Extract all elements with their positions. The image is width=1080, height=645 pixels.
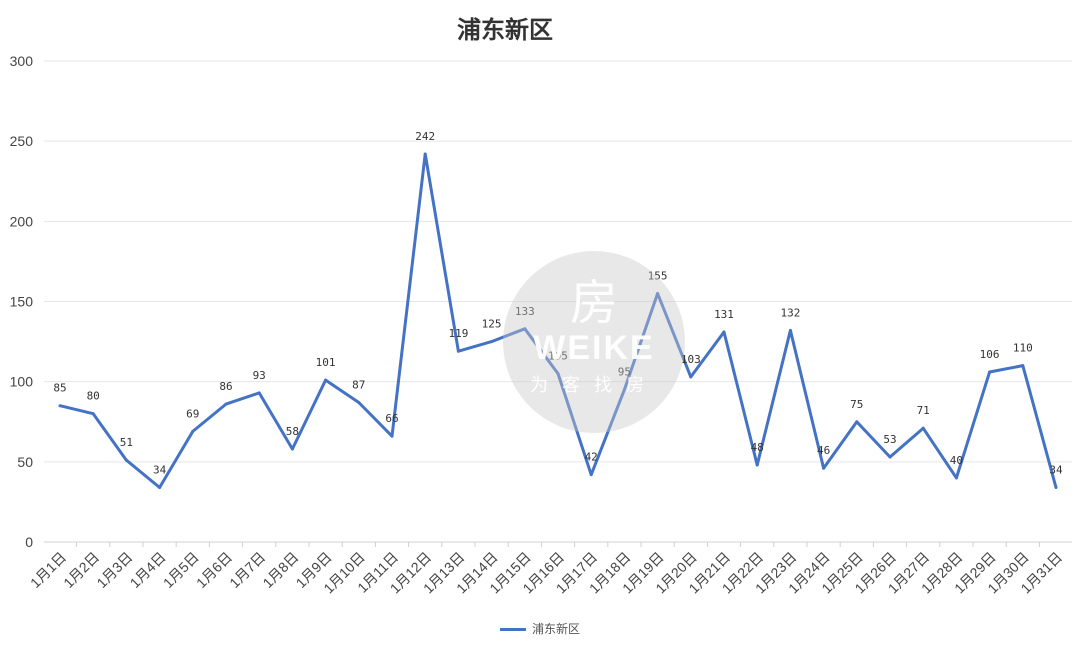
data-point [423,152,427,156]
data-point [589,473,593,477]
x-tick-label: 1月6日 [193,549,235,591]
data-point [988,370,992,374]
data-point [290,447,294,451]
data-point [921,426,925,430]
data-point [855,420,859,424]
data-label: 53 [883,433,896,446]
data-label: 93 [253,369,266,382]
data-label: 85 [53,382,66,395]
series-layer [58,152,1058,489]
data-label: 87 [352,379,365,392]
data-point [124,458,128,462]
x-axis: 1月1日1月2日1月3日1月4日1月5日1月6日1月7日1月8日1月9日1月10… [27,542,1065,596]
data-point [58,404,62,408]
data-label: 46 [817,444,830,457]
y-tick-label: 100 [10,374,34,390]
y-tick-label: 0 [25,534,33,550]
data-point [158,485,162,489]
legend: 浦东新区 [0,620,1080,637]
legend-swatch [499,628,526,631]
data-point [722,330,726,334]
data-point [788,328,792,332]
data-point [357,401,361,405]
data-label: 66 [385,412,398,425]
watermark-house-icon: 房 [569,275,618,331]
data-point [390,434,394,438]
data-point [224,402,228,406]
data-label: 155 [648,269,668,282]
gridlines [44,60,1072,543]
data-label: 131 [714,308,734,321]
data-point [954,476,958,480]
data-label: 34 [1049,463,1063,476]
data-point [191,429,195,433]
data-label: 80 [87,390,100,403]
data-point [1021,364,1025,368]
data-label: 242 [415,130,435,143]
data-point [689,375,693,379]
x-tick-label: 1月5日 [160,549,202,591]
y-tick-label: 200 [10,213,34,229]
chart-title: 浦东新区 [457,15,553,44]
data-point [556,372,560,376]
data-label: 106 [980,348,1000,361]
watermark-logo: 房 WEIKE 为客找房 [503,251,685,433]
data-point [1054,485,1058,489]
data-label: 101 [316,356,336,369]
data-point [622,388,626,392]
y-tick-label: 150 [10,294,34,310]
data-point [490,340,494,344]
data-label: 132 [780,306,800,319]
x-tick-label: 1月2日 [60,549,102,591]
data-label: 75 [850,398,863,411]
data-label: 42 [585,451,598,464]
data-label: 40 [950,454,963,467]
watermark-text: WEIKE [533,329,655,367]
data-label: 119 [448,327,468,340]
x-tick-label: 1月8日 [259,549,301,591]
data-label: 48 [751,441,764,454]
data-point [888,455,892,459]
data-point [523,327,527,331]
data-labels: 85 80 51 34 69 86 93 58 101 87 66 242 119 125 133 105 42… [53,130,1063,476]
data-point [91,412,95,416]
data-label: 125 [482,318,502,331]
data-point [656,291,660,295]
watermark-subtitle: 为客找房 [530,375,658,396]
data-point [257,391,261,395]
data-point [822,466,826,470]
y-tick-label: 50 [17,454,33,470]
data-label: 103 [681,353,701,366]
data-label: 51 [120,436,133,449]
data-label: 34 [153,463,167,476]
x-tick-label: 1月4日 [127,549,169,591]
x-tick-label: 1月3日 [93,549,135,591]
data-label: 133 [515,305,535,318]
data-point [324,378,328,382]
data-point [755,463,759,467]
y-axis: 0 50 100 150 200 250 300 [10,53,34,550]
y-tick-label: 300 [10,53,34,69]
legend-label: 浦东新区 [531,622,580,636]
data-point [456,349,460,353]
x-tick-label: 1月7日 [226,549,268,591]
x-tick-label: 1月1日 [27,549,69,591]
data-label: 71 [917,404,930,417]
data-label: 69 [186,407,199,420]
data-label: 110 [1013,342,1033,355]
y-tick-label: 250 [10,133,34,149]
data-label: 58 [286,425,299,438]
data-label: 105 [548,350,568,363]
data-label: 86 [219,380,232,393]
data-label: 95 [618,366,631,379]
